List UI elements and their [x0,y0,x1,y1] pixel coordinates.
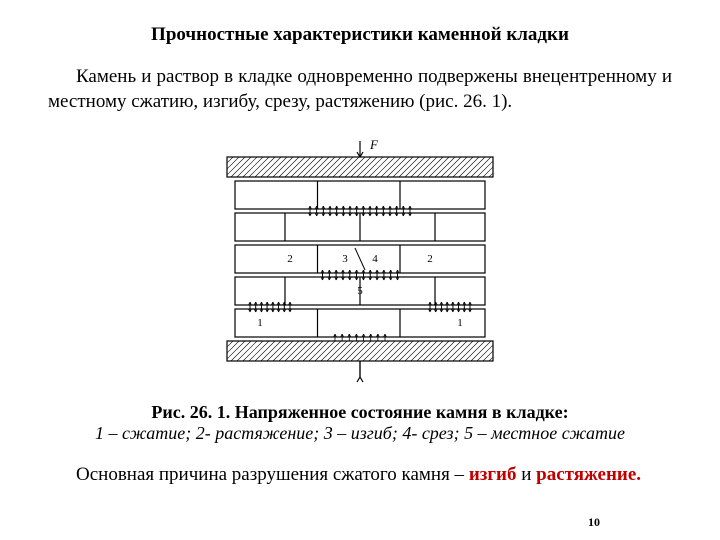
page-title: Прочностные характеристики каменной клад… [48,24,672,46]
intro-paragraph: Камень и раствор в кладке одновременно п… [48,65,672,114]
figure-caption-title: Рис. 26. 1. Напряженное состояние камня … [151,402,568,422]
svg-text:F: F [369,137,379,152]
svg-text:2: 2 [427,253,433,265]
figure-legend: 1 – сжатие; 2- растяжение; 3 – изгиб; 4-… [48,423,672,444]
page-number: 10 [588,515,600,530]
svg-text:1: 1 [457,317,463,329]
svg-text:1: 1 [257,317,263,329]
conclusion-pre: Основная причина разрушения сжатого камн… [76,464,469,485]
svg-text:5: 5 [357,285,363,297]
conclusion-paragraph: Основная причина разрушения сжатого камн… [48,463,672,488]
svg-text:2: 2 [287,253,293,265]
conclusion-mid: и [516,464,536,485]
svg-text:3: 3 [342,253,348,265]
highlight-tension: растяжение. [536,464,641,485]
figure-26-1: F 2 3 4 2 5 1 1 [48,133,672,398]
svg-text:4: 4 [372,253,378,265]
highlight-bending: изгиб [469,464,517,485]
figure-caption: Рис. 26. 1. Напряженное состояние камня … [48,402,672,423]
